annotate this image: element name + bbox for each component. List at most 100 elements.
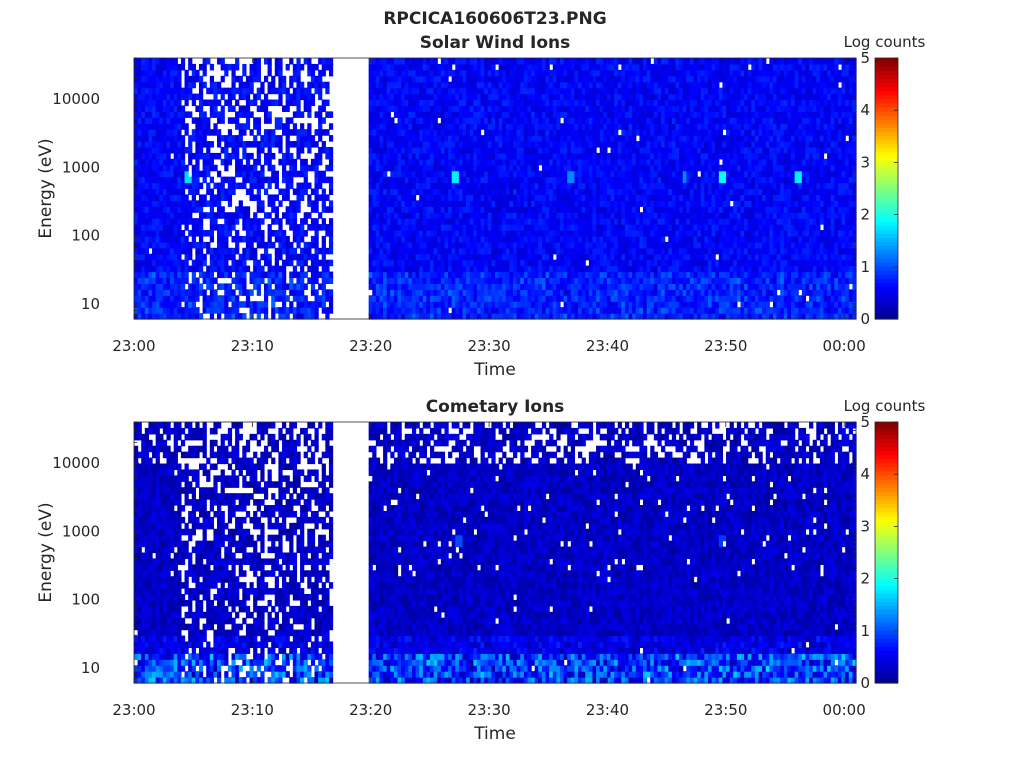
heatmap-cell [390, 176, 395, 184]
heatmap-cell [202, 123, 207, 130]
heatmap-cell [256, 194, 261, 201]
heatmap-cell [144, 81, 150, 89]
heatmap-cell [401, 200, 406, 207]
heatmap-cell [170, 141, 175, 148]
heatmap-cell [310, 265, 316, 273]
heatmap-cell [545, 105, 550, 112]
heatmap-cell [578, 295, 583, 302]
heatmap-cell [292, 271, 298, 279]
heatmap-cell [516, 230, 521, 237]
heatmap-cell [152, 313, 157, 320]
heatmap-cell [498, 93, 503, 101]
heatmap-cell [545, 164, 550, 172]
heatmap-cell [462, 93, 467, 101]
heatmap-cell [606, 212, 612, 219]
heatmap-cell [466, 176, 471, 184]
heatmap-cell [466, 93, 471, 101]
heatmap-cell [549, 188, 554, 196]
heatmap-cell [180, 206, 186, 213]
heatmap-cell [617, 289, 622, 296]
heatmap-cell [581, 63, 586, 71]
heatmap-cell [487, 63, 492, 71]
heatmap-cell [556, 200, 561, 207]
heatmap-cell [574, 176, 579, 184]
heatmap-cell [426, 271, 431, 279]
heatmap-cell [141, 176, 146, 184]
heatmap-cell [401, 259, 406, 267]
heatmap-cell [393, 265, 399, 273]
heatmap-cell [198, 135, 204, 142]
heatmap-cell [401, 265, 406, 273]
heatmap-cell [177, 164, 182, 172]
heatmap-cell [422, 212, 428, 219]
heatmap-cell [596, 158, 601, 166]
heatmap-cell [462, 307, 467, 314]
heatmap-cell [134, 182, 139, 190]
heatmap-cell [235, 241, 240, 249]
heatmap-cell [227, 295, 233, 302]
heatmap-cell [505, 182, 511, 190]
heatmap-cell [531, 265, 536, 273]
heatmap-cell [166, 235, 171, 243]
heatmap-cell [585, 301, 590, 308]
heatmap-cell [581, 58, 586, 65]
heatmap-cell [404, 253, 409, 261]
heatmap-cell [599, 129, 604, 136]
heatmap-cell [603, 81, 608, 89]
heatmap-cell [253, 170, 258, 178]
heatmap-cell [155, 182, 160, 190]
heatmap-cell [321, 69, 326, 77]
heatmap-cell [610, 301, 615, 308]
heatmap-cell [466, 265, 471, 273]
heatmap-cell [379, 152, 384, 160]
heatmap-cell [617, 212, 622, 219]
heatmap-cell [368, 135, 373, 142]
heatmap-cell [166, 218, 171, 225]
heatmap-cell [224, 230, 229, 237]
heatmap-cell [458, 313, 464, 320]
heatmap-cell [401, 93, 406, 101]
heatmap-cell [383, 69, 388, 77]
heatmap-cell [321, 235, 326, 243]
heatmap-cell [581, 111, 586, 118]
heatmap-cell [180, 152, 186, 160]
heatmap-cell [375, 230, 381, 237]
heatmap-cell [574, 241, 579, 249]
heatmap-cell [466, 135, 471, 142]
heatmap-cell [195, 105, 200, 112]
heatmap-cell [581, 295, 586, 302]
heatmap-cell [480, 117, 485, 124]
heatmap-cell [180, 271, 186, 279]
heatmap-cell [256, 283, 261, 290]
heatmap-cell [170, 235, 175, 243]
heatmap-cell [375, 158, 381, 166]
heatmap-cell [556, 277, 561, 285]
heatmap-cell [166, 99, 171, 107]
heatmap-cell [469, 164, 474, 172]
heatmap-cell [538, 129, 543, 136]
heatmap-cell [458, 277, 464, 285]
heatmap-cell [383, 164, 388, 172]
heatmap-cell [484, 182, 489, 190]
heatmap-cell [437, 69, 442, 77]
heatmap-cell [469, 93, 474, 101]
heatmap-cell [567, 259, 572, 267]
heatmap-cell [426, 247, 431, 255]
heatmap-cell [191, 81, 196, 89]
heatmap-cell [379, 158, 384, 166]
heatmap-cell [314, 289, 319, 296]
heatmap-cell [516, 93, 521, 101]
heatmap-cell [596, 194, 601, 201]
heatmap-cell [480, 176, 485, 184]
heatmap-cell [245, 241, 251, 249]
heatmap-cell [624, 235, 630, 243]
heatmap-cell [570, 117, 576, 124]
heatmap-cell [263, 152, 269, 160]
heatmap-cell [491, 99, 496, 107]
heatmap-cell [137, 152, 142, 160]
heatmap-cell [541, 141, 547, 148]
heatmap-cell [372, 218, 377, 225]
heatmap-cell [617, 182, 622, 190]
heatmap-cell [152, 295, 157, 302]
heatmap-cell [238, 111, 243, 118]
